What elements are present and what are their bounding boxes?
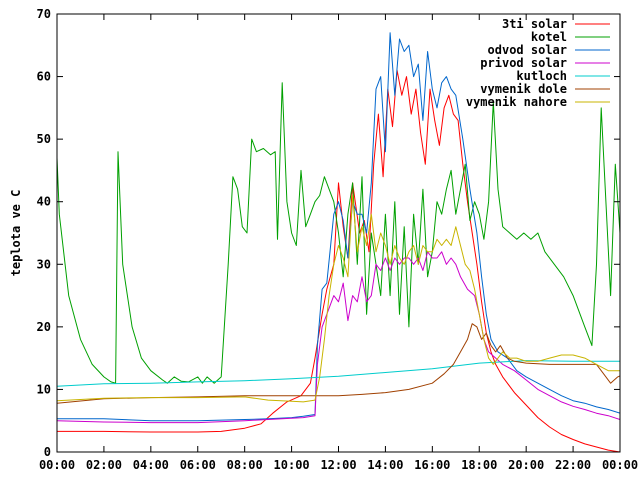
series-line-vymenik-dole (57, 323, 620, 404)
y-tick-label: 0 (44, 445, 51, 459)
x-tick-label: 02:00 (86, 458, 122, 472)
ticks-layer: 0 10 20 30 40 50 60 70 00:00 02:00 04:00 06:00 08:00… (37, 7, 639, 472)
legend-label: odvod solar (488, 43, 567, 57)
series-line-vymenik-nahore (57, 195, 620, 403)
series-layer (57, 32, 620, 452)
x-tick-label: 10:00 (274, 458, 310, 472)
y-tick-label: 50 (37, 132, 51, 146)
y-tick-label: 10 (37, 382, 51, 396)
y-tick-label: 70 (37, 7, 51, 21)
series-line-odvod-solar (57, 32, 620, 422)
x-tick-label: 00:00 (39, 458, 75, 472)
x-tick-label: 06:00 (180, 458, 216, 472)
y-tick-label: 20 (37, 320, 51, 334)
legend-label: kotel (531, 30, 567, 44)
x-tick-label: 16:00 (414, 458, 450, 472)
x-tick-label: 14:00 (367, 458, 403, 472)
legend-label: kutloch (516, 69, 567, 83)
y-axis-title: teplota ve C (9, 190, 23, 277)
x-tick-label: 04:00 (133, 458, 169, 472)
legend-label: vymenik nahore (466, 95, 567, 109)
x-tick-label: 18:00 (461, 458, 497, 472)
series-line-privod-solar (57, 251, 620, 424)
x-tick-label: 12:00 (320, 458, 356, 472)
x-tick-label: 22:00 (555, 458, 591, 472)
legend-label: 3ti solar (502, 17, 567, 31)
legend-label: privod solar (480, 56, 567, 70)
x-tick-label: 08:00 (227, 458, 263, 472)
legend-label: vymenik dole (480, 82, 567, 96)
y-tick-label: 30 (37, 257, 51, 271)
series-line-kutloch (57, 360, 620, 387)
y-tick-label: 40 (37, 195, 51, 209)
x-tick-label: 20:00 (508, 458, 544, 472)
series-line-3ti-solar (57, 69, 620, 452)
x-tick-label: 00:00 (602, 458, 638, 472)
y-tick-label: 60 (37, 70, 51, 84)
